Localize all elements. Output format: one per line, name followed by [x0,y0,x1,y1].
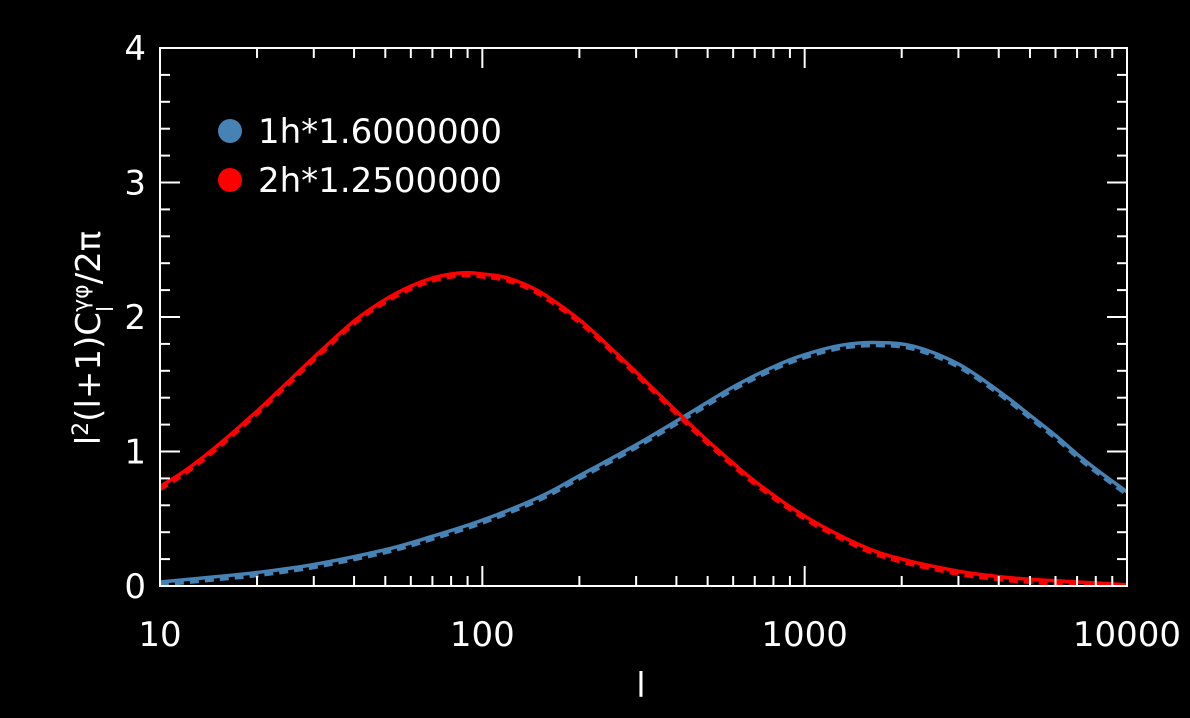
series-2-point [466,271,470,275]
series-1 [160,340,1127,586]
series-2 [160,270,1127,586]
legend-label-2: 2h*1.2500000 [258,161,502,201]
y-axis-label-base: l [69,436,109,445]
series-2-point [255,409,259,413]
series-1-point [1028,413,1032,417]
series-2-point [674,409,678,413]
legend-marker-1 [218,119,242,143]
series-1-point [731,385,735,389]
y-axis-label-base-sup: 2 [69,422,94,436]
series-2-point [803,514,807,518]
series-2-point [537,289,541,293]
series-2-point [900,557,904,561]
y-tick-label: 0 [124,567,146,607]
series-1-point [1075,452,1079,456]
series-1-point [956,362,960,366]
series-1-point [803,353,807,357]
series-2-point [430,276,434,280]
series-1-point [255,571,259,575]
x-tick-label: 100 [450,615,515,655]
y-axis-label-sub: l [94,306,119,312]
x-tick-label: 10000 [1073,615,1181,655]
legend-label-1: 1h*1.6000000 [258,112,502,152]
series-2-point [753,479,757,483]
series-1-point [383,548,387,552]
series-1-point [913,345,917,349]
series-2-point [215,444,219,448]
series-2-point [634,370,638,374]
x-tick-label: 10 [138,615,181,655]
series-2-point [383,298,387,302]
series-1-point [997,389,1001,393]
series-2-point [706,439,710,443]
series-1-point [215,575,219,579]
y-tick-label: 2 [124,298,146,338]
y-tick-label: 3 [124,164,146,204]
series-1-point [537,495,541,499]
series-1-point [1053,433,1057,437]
legend: 1h*1.6000000 2h*1.2500000 [218,112,502,201]
series-2-point [859,544,863,548]
series-2-point [449,272,453,276]
series-2-point [956,569,960,573]
series-1-point [577,474,581,478]
y-tick-label: 4 [124,29,146,69]
series-1-point [312,562,316,566]
series-2-point [312,355,316,359]
y-axis-label-mid: (l+1)C [69,312,109,422]
series-2-point [409,284,413,288]
legend-marker-2 [218,168,242,192]
axes-layer: 10 100 1000 10000 0 1 2 3 4 [124,29,1181,655]
series-1-point [1094,467,1098,471]
series-2-point [506,276,510,280]
series-2-point [286,380,290,384]
series-2-point [184,468,188,472]
series-2-dashed-line [160,273,1127,586]
series-2-point [609,346,613,350]
series-2-point [352,319,356,323]
x-tick-label: 1000 [761,615,848,655]
series-1-point [430,534,434,538]
series-2-point [577,318,581,322]
series-1-point [839,343,843,347]
series-1-point [480,518,484,522]
series-2-point [480,272,484,276]
series-1-point [691,409,695,413]
y-axis-label-sup: γφ [69,284,94,312]
y-axis-label-tail: /2π [69,231,109,285]
series-1-point [877,341,881,345]
series-1-point [771,365,775,369]
y-tick-label: 1 [124,433,146,473]
y-axis-label: l2(l+1)Clγφ/2π [69,231,119,446]
x-axis-label: l [636,666,645,706]
series-1-point [634,443,638,447]
series-layer [160,270,1127,586]
